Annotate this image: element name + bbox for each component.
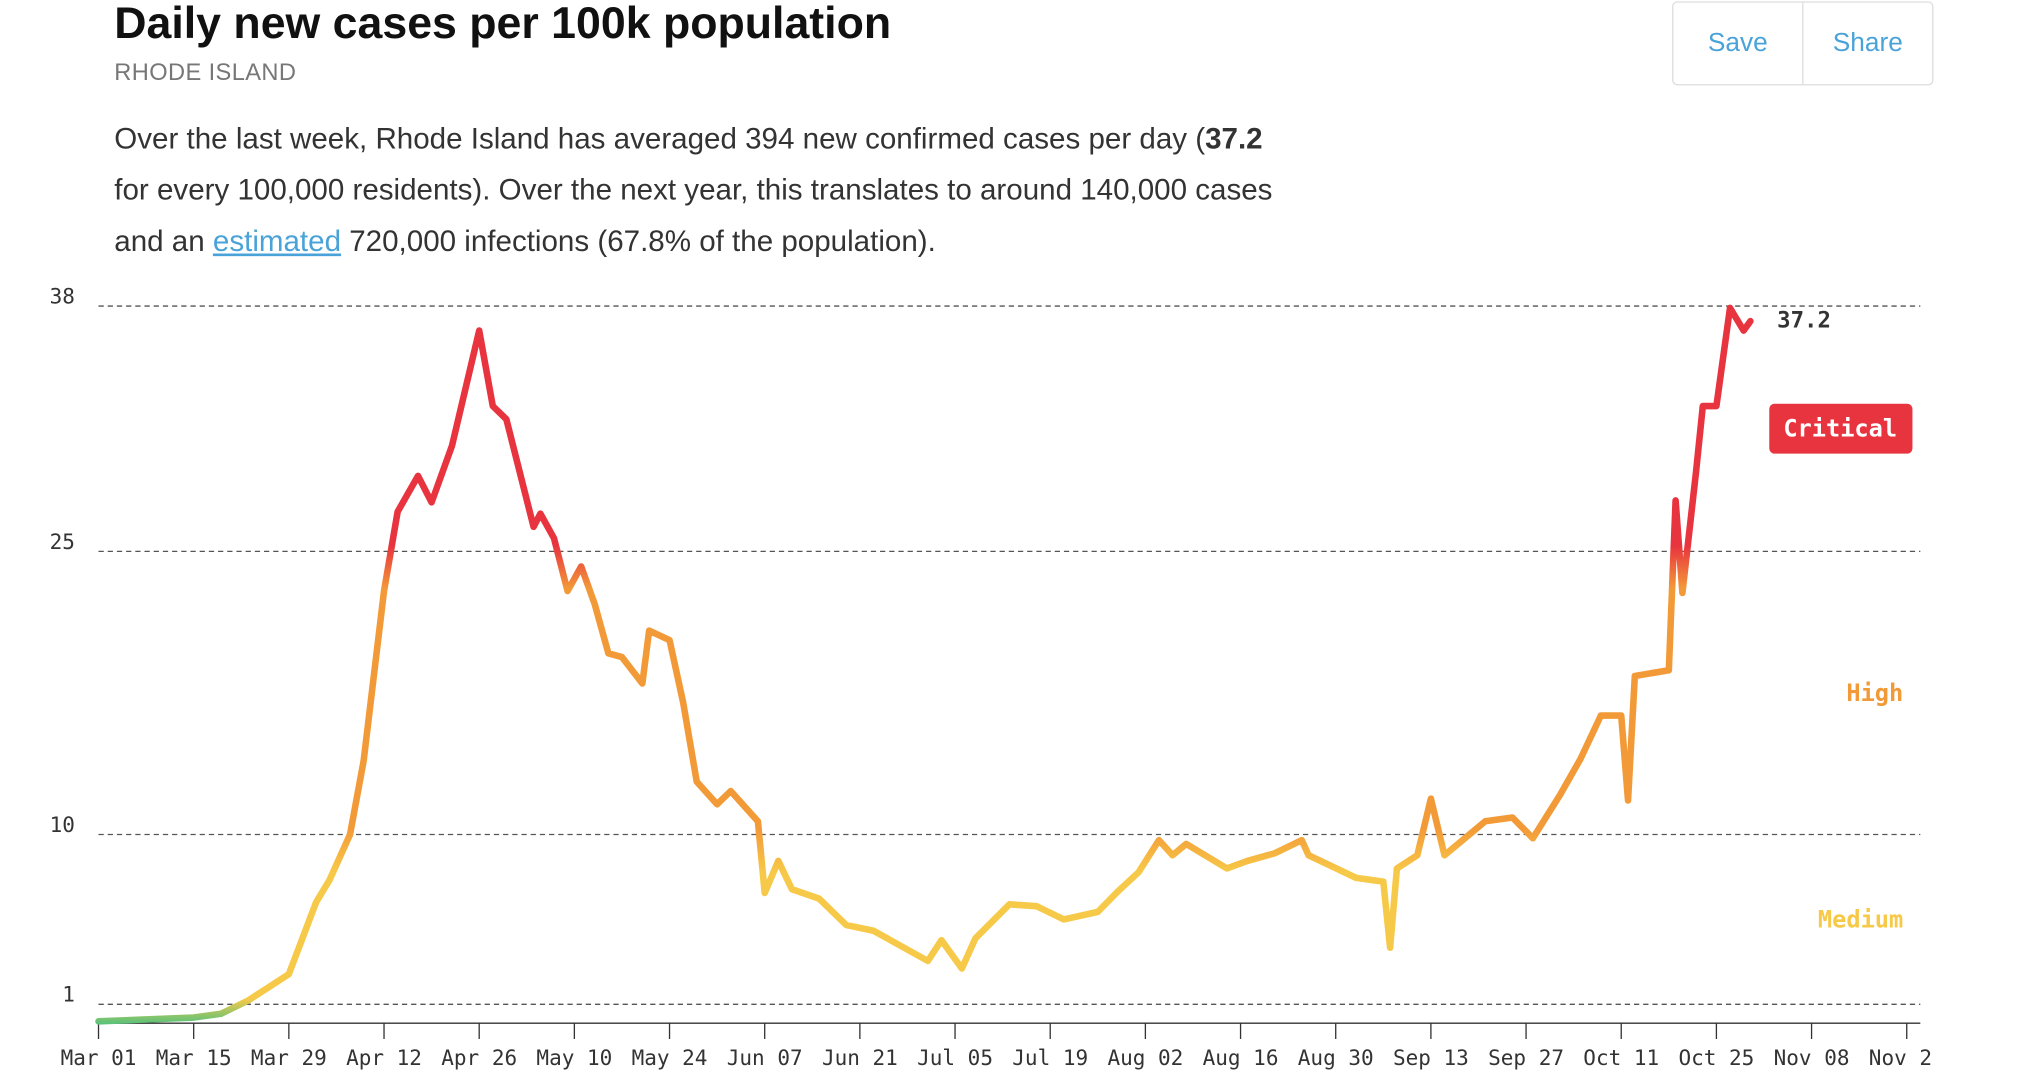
x-tick-label: Apr 26 — [441, 1045, 517, 1070]
text: for every 100,000 residents). Over the n… — [114, 173, 1273, 258]
x-tick-label: Sep 27 — [1488, 1045, 1564, 1070]
x-tick-label: Aug 30 — [1298, 1045, 1374, 1070]
x-tick-label: Nov 22 — [1869, 1045, 1934, 1070]
save-button[interactable]: Save — [1707, 28, 1768, 58]
text: 720,000 infections (67.8% of the populat… — [341, 224, 936, 258]
x-tick-label: Mar 01 — [61, 1045, 137, 1070]
x-tick-label: Mar 29 — [251, 1045, 327, 1070]
x-tick-label: Apr 12 — [346, 1045, 422, 1070]
x-tick-label: Jun 21 — [822, 1045, 898, 1070]
zone-label: Medium — [1818, 905, 1903, 933]
y-tick-label: 10 — [50, 812, 75, 837]
share-button[interactable]: Share — [1802, 2, 1932, 85]
x-tick-label: May 24 — [632, 1045, 708, 1070]
x-tick-label: Sep 13 — [1393, 1045, 1469, 1070]
x-tick-label: Aug 02 — [1107, 1045, 1183, 1070]
x-tick-label: Mar 15 — [156, 1045, 232, 1070]
subtitle: RHODE ISLAND — [114, 59, 297, 86]
x-tick-label: Nov 08 — [1774, 1045, 1850, 1070]
last-value-label: 37.2 — [1777, 308, 1831, 334]
x-tick-label: Jun 07 — [727, 1045, 803, 1070]
x-tick-label: Oct 11 — [1583, 1045, 1659, 1070]
bold-value: 37.2 — [1205, 122, 1263, 155]
x-tick-label: Jul 19 — [1012, 1045, 1088, 1070]
link[interactable]: estimated — [212, 224, 342, 258]
x-tick-label: Jul 05 — [917, 1045, 993, 1070]
title: Daily new cases per 100k population — [114, 0, 892, 49]
zone-label: Critical — [1783, 415, 1897, 443]
zone-label: High — [1846, 679, 1903, 707]
x-tick-label: Aug 16 — [1203, 1045, 1279, 1070]
zone-badge — [1769, 403, 1913, 454]
description: Over the last week, Rhode Island has ave… — [114, 113, 1283, 267]
y-tick-label: 25 — [50, 529, 75, 554]
button-group: Save Share — [1672, 1, 1934, 86]
text: Over the last week, Rhode Island has ave… — [114, 122, 1206, 155]
y-tick-label: 38 — [50, 283, 75, 308]
chart: 1 10 25 38 Mar 01 Mar 15 Mar 29 Apr 12 Apr 26 May… — [50, 283, 1934, 1070]
x-tick-label: May 10 — [536, 1045, 612, 1070]
y-tick-label: 1 — [62, 982, 75, 1007]
line — [95, 304, 1754, 1025]
x-tick-label: Oct 25 — [1678, 1045, 1754, 1070]
